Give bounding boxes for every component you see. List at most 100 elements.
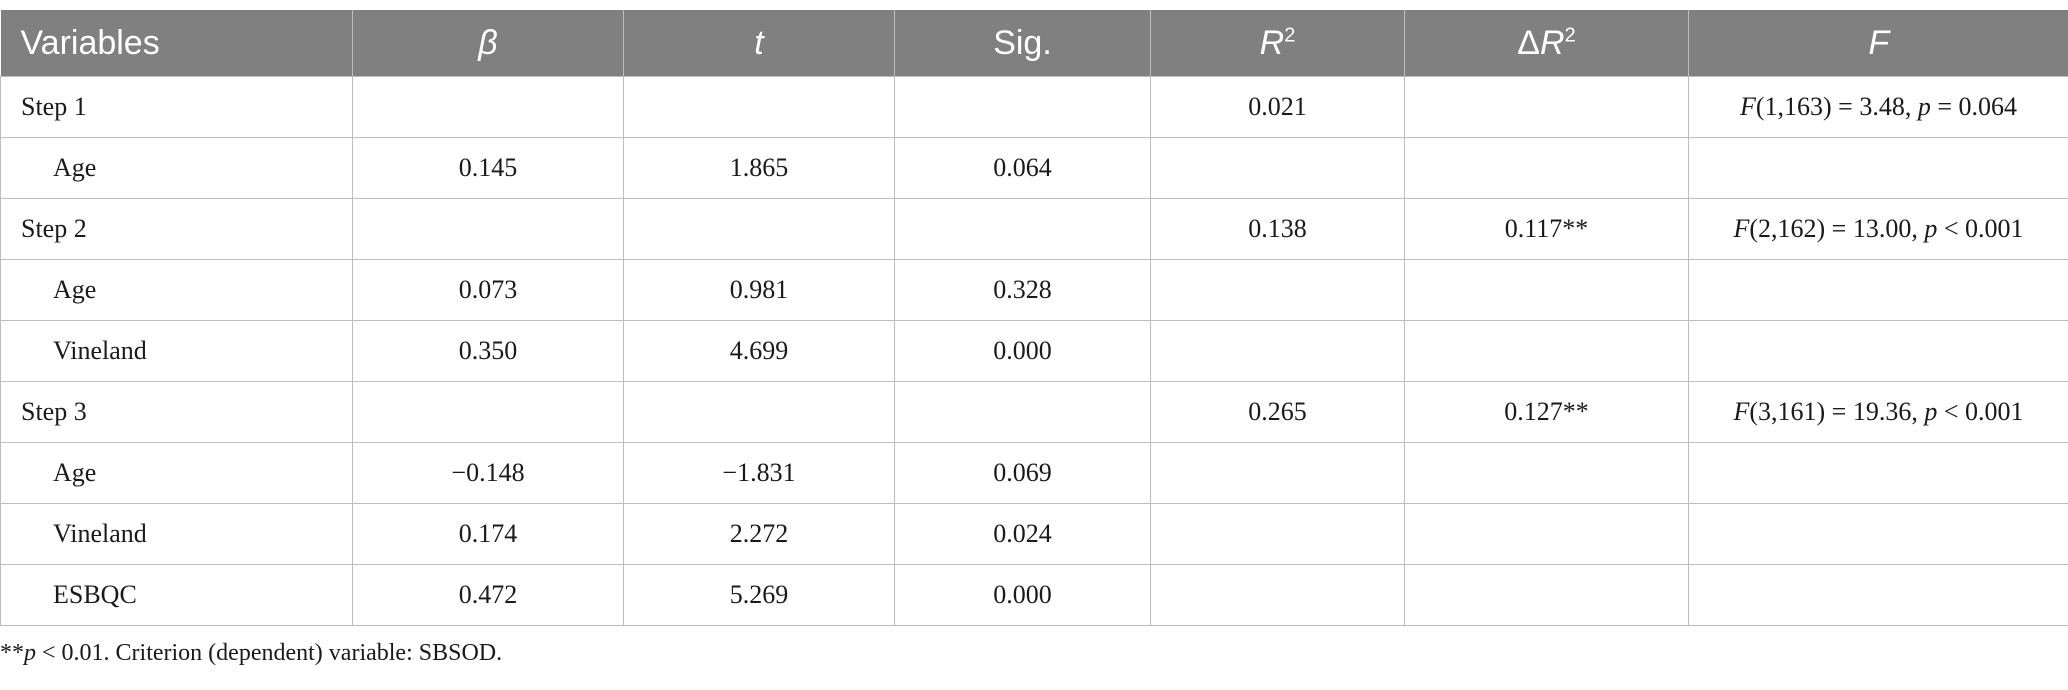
cell-f: F(2,162) = 13.00, p < 0.001 (1688, 198, 2068, 260)
f-statistic-df: (1,163) = 3.48, (1755, 92, 1918, 121)
cell-r2: 0.021 (1150, 76, 1405, 138)
cell-sig (894, 198, 1151, 260)
header-delta-r2: ΔR2 (1404, 10, 1689, 77)
cell-f (1688, 137, 2068, 199)
header-delta-r2-letter: R (1540, 23, 1565, 62)
table-row-step: Step 1 0.021 F(1,163) = 3.48, p = 0.064 (0, 76, 2068, 138)
footnote-stars: ** (0, 640, 24, 666)
cell-variable: Age (0, 137, 353, 199)
header-t-symbol: t (754, 23, 764, 62)
header-t: t (623, 10, 895, 77)
cell-beta: 0.145 (352, 137, 624, 199)
f-statistic-p-value: = 0.064 (1930, 92, 2018, 121)
cell-delta-r2 (1404, 442, 1689, 504)
cell-variable: ESBQC (0, 564, 353, 626)
cell-delta-r2 (1404, 503, 1689, 565)
cell-t: −1.831 (623, 442, 895, 504)
cell-t (623, 76, 895, 138)
header-r2: R2 (1150, 10, 1405, 77)
header-r2-sup: 2 (1284, 24, 1296, 47)
cell-delta-r2: 0.127** (1404, 381, 1689, 443)
f-statistic-p: p (1924, 397, 1938, 426)
table-header: Variables β t Sig. R2 ΔR2 F (0, 10, 2068, 77)
cell-variable: Step 1 (0, 76, 353, 138)
f-statistic-df: (3,161) = 19.36, (1749, 397, 1925, 426)
cell-r2 (1150, 320, 1405, 382)
cell-f: F(3,161) = 19.36, p < 0.001 (1688, 381, 2068, 443)
cell-t: 4.699 (623, 320, 895, 382)
header-beta-symbol: β (478, 23, 498, 62)
cell-f (1688, 564, 2068, 626)
cell-beta: 0.073 (352, 259, 624, 321)
cell-sig: 0.000 (894, 564, 1151, 626)
cell-variable: Step 2 (0, 198, 353, 260)
cell-sig: 0.328 (894, 259, 1151, 321)
f-statistic-letter: F (1733, 214, 1750, 243)
cell-beta (352, 381, 624, 443)
cell-beta (352, 198, 624, 260)
cell-f (1688, 259, 2068, 321)
cell-t: 2.272 (623, 503, 895, 565)
f-statistic-p: p (1917, 92, 1931, 121)
cell-t (623, 198, 895, 260)
cell-sig: 0.069 (894, 442, 1151, 504)
cell-f (1688, 503, 2068, 565)
cell-r2 (1150, 137, 1405, 199)
table-row: Vineland 0.350 4.699 0.000 (0, 320, 2068, 382)
cell-f: F(1,163) = 3.48, p = 0.064 (1688, 76, 2068, 138)
cell-t (623, 381, 895, 443)
header-f-letter: F (1868, 23, 1890, 62)
regression-table-container: Variables β t Sig. R2 ΔR2 F Step 1 0.021 F… (0, 10, 2068, 626)
cell-r2 (1150, 259, 1405, 321)
header-sig: Sig. (894, 10, 1151, 77)
header-delta-symbol: Δ (1517, 23, 1541, 62)
cell-variable: Age (0, 442, 353, 504)
f-statistic-p-value: < 0.001 (1937, 214, 2024, 243)
cell-delta-r2 (1404, 259, 1689, 321)
f-statistic-letter: F (1733, 397, 1750, 426)
regression-table: Variables β t Sig. R2 ΔR2 F Step 1 0.021 F… (0, 10, 2068, 626)
f-statistic-p-value: < 0.001 (1937, 397, 2024, 426)
cell-r2: 0.265 (1150, 381, 1405, 443)
cell-f (1688, 320, 2068, 382)
cell-beta: 0.174 (352, 503, 624, 565)
cell-beta: −0.148 (352, 442, 624, 504)
cell-beta (352, 76, 624, 138)
table-body: Step 1 0.021 F(1,163) = 3.48, p = 0.064 Age… (0, 76, 2068, 626)
cell-variable: Vineland (0, 320, 353, 382)
cell-r2 (1150, 442, 1405, 504)
cell-sig: 0.024 (894, 503, 1151, 565)
cell-variable: Vineland (0, 503, 353, 565)
cell-r2: 0.138 (1150, 198, 1405, 260)
f-statistic-letter: F (1739, 92, 1756, 121)
table-row: Vineland 0.174 2.272 0.024 (0, 503, 2068, 565)
cell-r2 (1150, 503, 1405, 565)
table-row: Age 0.145 1.865 0.064 (0, 137, 2068, 199)
header-delta-r2-sup: 2 (1564, 24, 1576, 47)
cell-sig: 0.064 (894, 137, 1151, 199)
cell-r2 (1150, 564, 1405, 626)
header-row: Variables β t Sig. R2 ΔR2 F (0, 10, 2068, 77)
footnote-text: < 0.01. Criterion (dependent) variable: … (36, 640, 503, 666)
cell-f (1688, 442, 2068, 504)
cell-delta-r2 (1404, 137, 1689, 199)
cell-beta: 0.472 (352, 564, 624, 626)
header-variables: Variables (0, 10, 353, 77)
table-row-step: Step 3 0.265 0.127** F(3,161) = 19.36, p < … (0, 381, 2068, 443)
cell-beta: 0.350 (352, 320, 624, 382)
cell-delta-r2 (1404, 76, 1689, 138)
cell-sig (894, 381, 1151, 443)
cell-variable: Age (0, 259, 353, 321)
table-footnote: **p < 0.01. Criterion (dependent) variab… (0, 640, 502, 667)
header-r2-letter: R (1259, 23, 1285, 62)
cell-t: 1.865 (623, 137, 895, 199)
cell-delta-r2: 0.117** (1404, 198, 1689, 260)
header-beta: β (352, 10, 624, 77)
cell-variable: Step 3 (0, 381, 353, 443)
footnote-p: p (24, 640, 36, 666)
header-f: F (1688, 10, 2068, 77)
f-statistic-p: p (1924, 214, 1938, 243)
cell-sig (894, 76, 1151, 138)
cell-t: 5.269 (623, 564, 895, 626)
table-row: ESBQC 0.472 5.269 0.000 (0, 564, 2068, 626)
